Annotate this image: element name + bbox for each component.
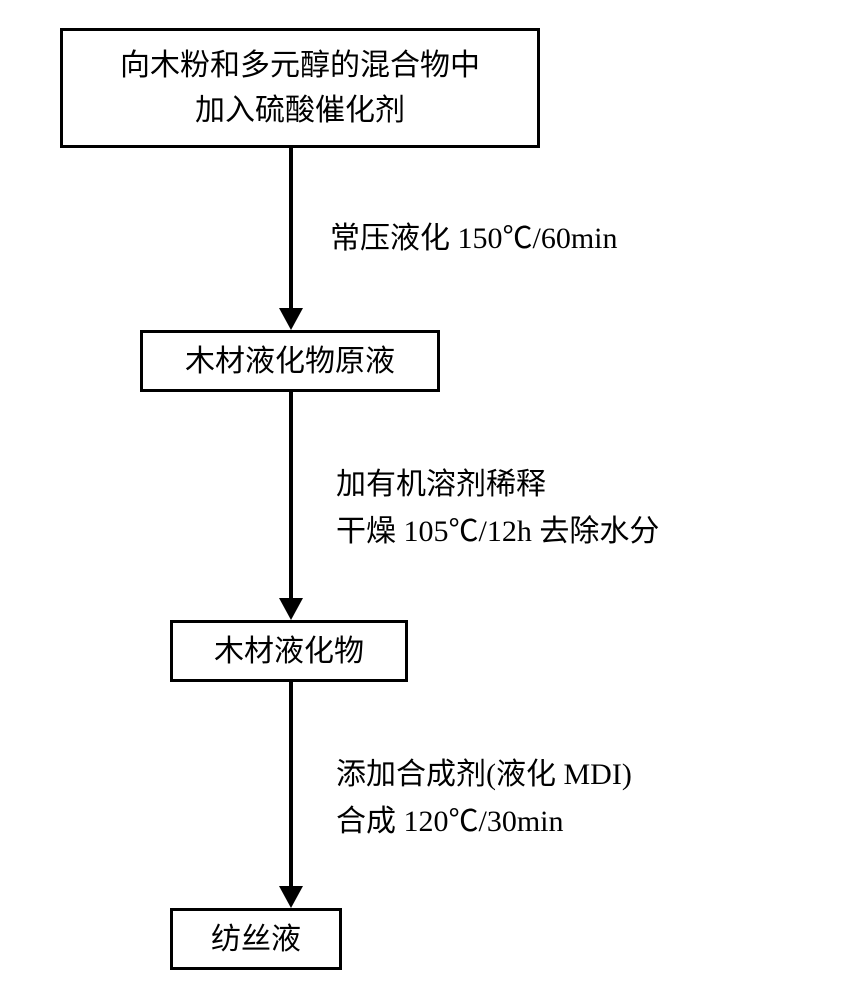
step-text: 加入硫酸催化剂	[195, 88, 405, 133]
arrow-head-2	[279, 598, 303, 620]
arrow-head-3	[279, 886, 303, 908]
step-box-4: 纺丝液	[170, 908, 342, 970]
step-text: 木材液化物原液	[185, 339, 395, 384]
step-text: 木材液化物	[214, 629, 364, 674]
edge-label-text: 常压液化 150℃/60min	[330, 216, 618, 263]
edge-label-text: 干燥 105℃/12h 去除水分	[336, 509, 659, 556]
arrow-line-2	[289, 392, 293, 598]
step-box-2: 木材液化物原液	[140, 330, 440, 392]
edge-label-1: 常压液化 150℃/60min	[330, 216, 618, 263]
step-text: 纺丝液	[211, 917, 301, 962]
arrow-line-3	[289, 682, 293, 886]
arrow-head-1	[279, 308, 303, 330]
edge-label-3: 添加合成剂(液化 MDI) 合成 120℃/30min	[336, 752, 632, 845]
edge-label-2: 加有机溶剂稀释 干燥 105℃/12h 去除水分	[336, 462, 659, 555]
edge-label-text: 加有机溶剂稀释	[336, 462, 659, 509]
edge-label-text: 添加合成剂(液化 MDI)	[336, 752, 632, 799]
edge-label-text: 合成 120℃/30min	[336, 799, 632, 846]
step-box-1: 向木粉和多元醇的混合物中 加入硫酸催化剂	[60, 28, 540, 148]
arrow-line-1	[289, 148, 293, 308]
step-text: 向木粉和多元醇的混合物中	[120, 43, 480, 88]
flowchart-container: 向木粉和多元醇的混合物中 加入硫酸催化剂 常压液化 150℃/60min 木材液…	[0, 0, 846, 1000]
step-box-3: 木材液化物	[170, 620, 408, 682]
